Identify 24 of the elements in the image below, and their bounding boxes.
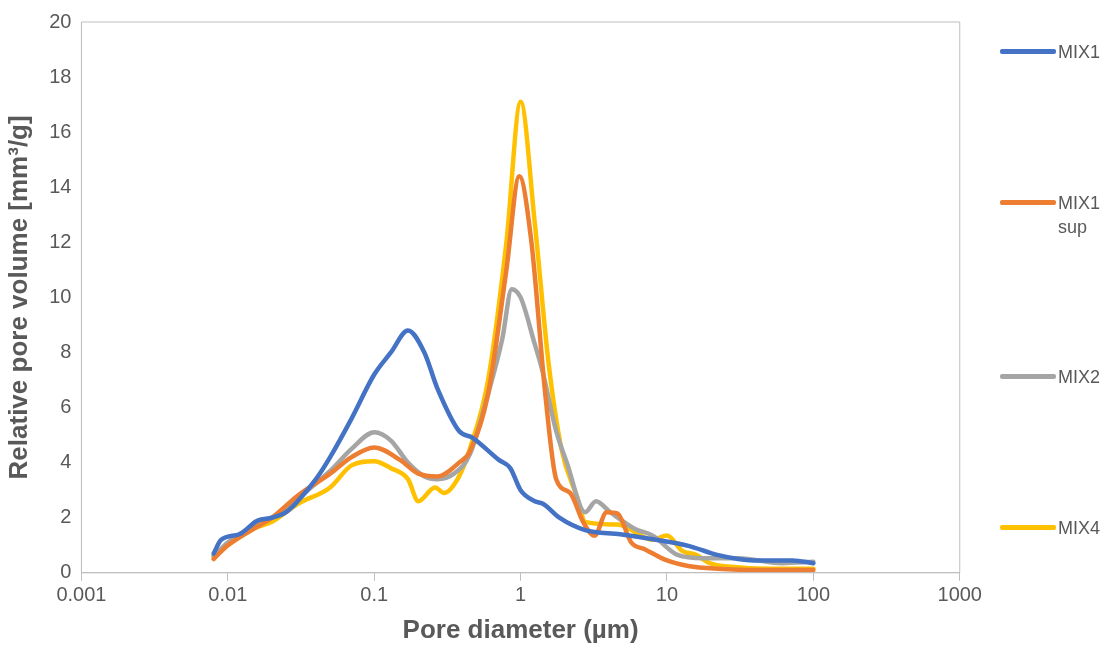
legend-label: MIX1 sup (1058, 191, 1101, 239)
legend-label: MIX2 (1058, 366, 1101, 390)
x-tick-label: 0.01 (208, 583, 248, 606)
legend-label: MIX1 (1058, 41, 1101, 64)
y-tick-label: 8 (60, 340, 72, 362)
x-axis-title: Pore diameter (µm) (402, 613, 639, 644)
x-tick-label: 100 (796, 583, 831, 606)
x-tick-label: 10 (655, 583, 679, 606)
x-tick-label: 0.001 (56, 583, 107, 606)
y-tick-label: 0 (60, 560, 72, 583)
x-tick-label: 1000 (937, 583, 982, 606)
y-axis-title: Relative pore volume [mm³/g] (2, 115, 33, 480)
y-tick-label: 6 (60, 395, 72, 418)
legend-label: MIX4 (1058, 516, 1101, 540)
x-tick-label: 1 (515, 583, 527, 606)
y-tick-label: 16 (49, 119, 72, 142)
y-tick-label: 2 (60, 505, 72, 528)
y-tick-label: 18 (49, 64, 72, 87)
x-tick-label: 0.1 (360, 583, 389, 606)
y-tick-label: 20 (49, 9, 72, 32)
y-tick-label: 4 (60, 450, 72, 473)
y-tick-label: 14 (49, 174, 72, 197)
y-tick-label: 12 (49, 229, 72, 252)
y-tick-label: 10 (49, 284, 72, 307)
